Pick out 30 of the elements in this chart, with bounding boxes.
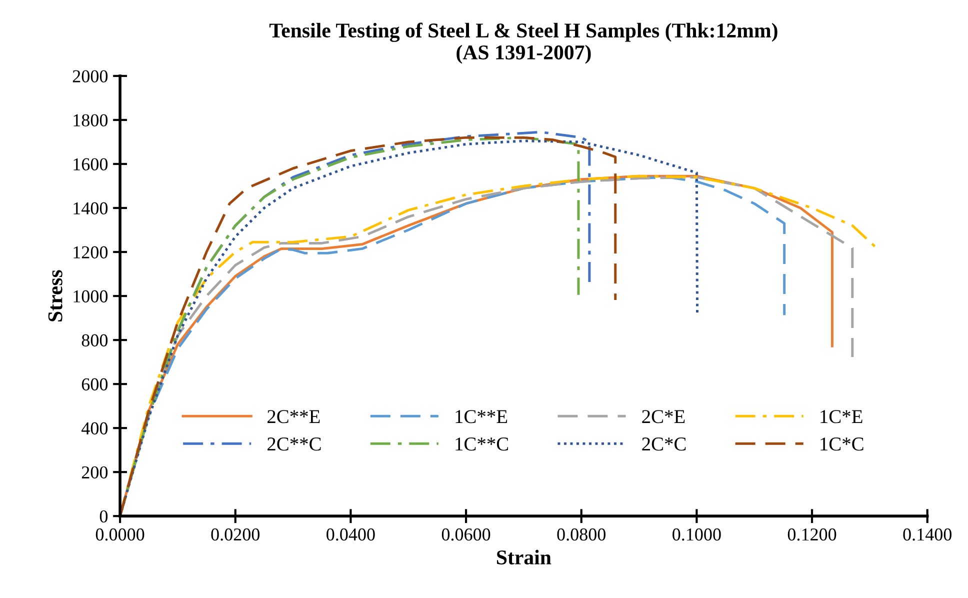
- x-tick-label: 0.1000: [672, 528, 721, 541]
- y-axis-title: Stress: [48, 270, 62, 322]
- x-tick-label: 0.0600: [442, 528, 490, 541]
- legend-label: 2C**C: [268, 438, 321, 451]
- x-tick-label: 0.0800: [557, 528, 606, 541]
- x-tick-label: 0.0400: [326, 528, 375, 541]
- y-tick-label: 1200: [74, 246, 108, 258]
- x-tick-label: 0.0000: [96, 528, 144, 541]
- legend-label: 1C*C: [820, 438, 864, 451]
- legend-label: 1C*E: [820, 410, 862, 424]
- y-tick-label: 0: [100, 510, 108, 523]
- y-tick-label: 1400: [74, 202, 108, 214]
- x-axis-title: Strain: [497, 550, 552, 564]
- legend-label: 1C**C: [456, 438, 508, 451]
- y-tick-label: 200: [82, 466, 108, 479]
- y-tick-label: 600: [82, 378, 108, 390]
- x-tick-label: 0.1400: [903, 528, 952, 541]
- legend-label: 2C*E: [642, 410, 685, 424]
- y-tick-label: 400: [81, 422, 108, 434]
- x-tick-label: 0.1200: [788, 528, 836, 541]
- y-tick-label: 1800: [74, 114, 108, 126]
- y-tick-label: 1000: [74, 290, 108, 302]
- y-tick-label: 2000: [72, 70, 108, 82]
- legend-label: 1C**E: [456, 410, 508, 424]
- chart-title: Tensile Testing of Steel L & Steel H Samples (Thk:12mm) (AS 1391-2007): [269, 22, 778, 64]
- y-tick-label: 1600: [74, 158, 108, 170]
- legend-label: 2C*C: [642, 438, 686, 451]
- legend-label: 2C**E: [268, 410, 320, 424]
- x-tick-label: 0.0200: [211, 528, 260, 541]
- y-tick-label: 800: [82, 334, 108, 346]
